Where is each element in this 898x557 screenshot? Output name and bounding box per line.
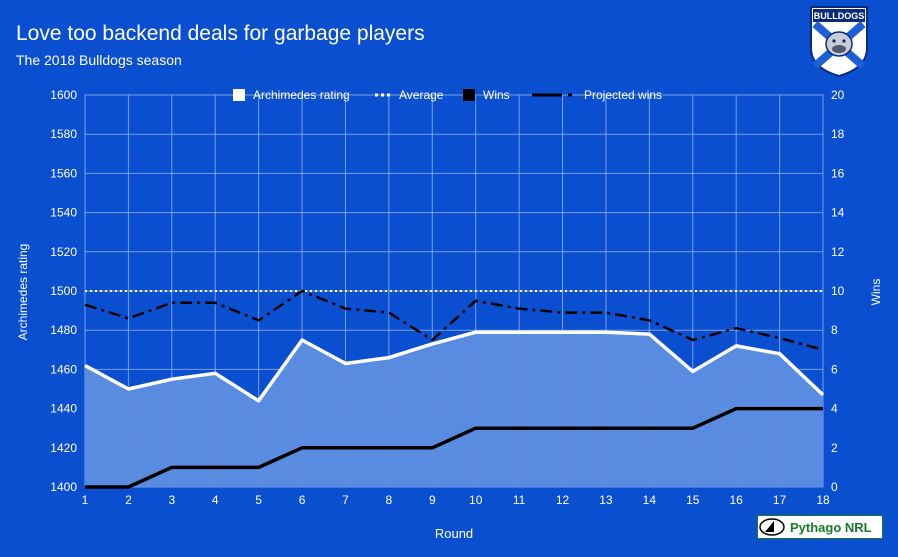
series-line-wins xyxy=(85,406,823,489)
y-left-tick-label: 1520 xyxy=(50,245,77,259)
x-tick-label: 11 xyxy=(513,493,526,507)
legend-swatch xyxy=(233,89,245,101)
x-axis-label: Round xyxy=(435,526,473,541)
series-line-projected-wins xyxy=(84,289,824,352)
pythago-nrl-badge: Pythago NRL xyxy=(757,515,883,539)
x-tick-label: 8 xyxy=(386,493,393,507)
x-tick-label: 18 xyxy=(816,493,830,507)
x-tick-label: 2 xyxy=(125,493,132,507)
x-tick-label: 7 xyxy=(342,493,349,507)
y-axis-left-label: Archimedes rating xyxy=(16,244,30,341)
y-right-tick-label: 10 xyxy=(831,284,845,298)
y-left-tick-label: 1400 xyxy=(50,480,77,494)
x-tick-label: 10 xyxy=(469,493,483,507)
y-right-tick-label: 4 xyxy=(831,402,838,416)
y-axis-right-label: Wins xyxy=(869,279,883,306)
x-tick-label: 16 xyxy=(729,493,743,507)
y-right-tick-label: 2 xyxy=(831,441,838,455)
x-tick-label: 12 xyxy=(556,493,570,507)
x-tick-label: 17 xyxy=(773,493,787,507)
y-left-tick-label: 1460 xyxy=(50,362,77,376)
legend-label: Archimedes rating xyxy=(253,88,350,102)
rating-area-fill xyxy=(85,332,823,487)
x-tick-label: 6 xyxy=(299,493,306,507)
bulldogs-crest-icon: BULLDOGS xyxy=(810,6,868,78)
rating-area-layer xyxy=(85,332,823,487)
chart-subtitle: The 2018 Bulldogs season xyxy=(16,52,182,68)
x-tick-label: 3 xyxy=(168,493,175,507)
y-right-tick-label: 14 xyxy=(831,206,845,220)
y-left-tick-label: 1540 xyxy=(50,206,77,220)
crest-text: BULLDOGS xyxy=(814,11,865,21)
y-right-tick-label: 8 xyxy=(831,323,838,337)
y-left-tick-label: 1420 xyxy=(50,441,77,455)
chart-title: Love too backend deals for garbage playe… xyxy=(16,22,425,45)
legend-label: Average xyxy=(399,88,444,102)
y-right-tick-label: 6 xyxy=(831,362,838,376)
pythago-logo-icon xyxy=(759,518,785,536)
x-tick-label: 4 xyxy=(212,493,219,507)
legend-label: Wins xyxy=(483,88,510,102)
x-tick-label: 9 xyxy=(429,493,436,507)
y-right-tick-label: 0 xyxy=(831,480,838,494)
y-left-tick-label: 1500 xyxy=(50,284,77,298)
y-right-tick-label: 18 xyxy=(831,127,845,141)
y-left-tick-label: 1480 xyxy=(50,323,77,337)
y-right-tick-label: 12 xyxy=(831,245,845,259)
x-tick-label: 1 xyxy=(82,493,89,507)
x-tick-label: 14 xyxy=(643,493,657,507)
x-tick-label: 5 xyxy=(255,493,262,507)
y-left-tick-label: 1560 xyxy=(50,166,77,180)
series-line-archimedes-rating xyxy=(84,330,825,403)
y-left-tick-label: 1600 xyxy=(50,88,77,102)
legend: Archimedes rating Average Wins Projected wi… xyxy=(233,88,662,102)
legend-label: Projected wins xyxy=(584,88,662,102)
y-left-tick-label: 1580 xyxy=(50,127,77,141)
pythago-nrl-label: Pythago NRL xyxy=(790,519,872,535)
y-right-tick-label: 20 xyxy=(831,88,845,102)
y-right-tick-label: 16 xyxy=(831,166,845,180)
x-tick-label: 15 xyxy=(686,493,700,507)
series-lines xyxy=(84,289,825,489)
y-left-tick-label: 1440 xyxy=(50,402,77,416)
x-tick-label: 13 xyxy=(599,493,613,507)
legend-swatch xyxy=(463,89,475,101)
